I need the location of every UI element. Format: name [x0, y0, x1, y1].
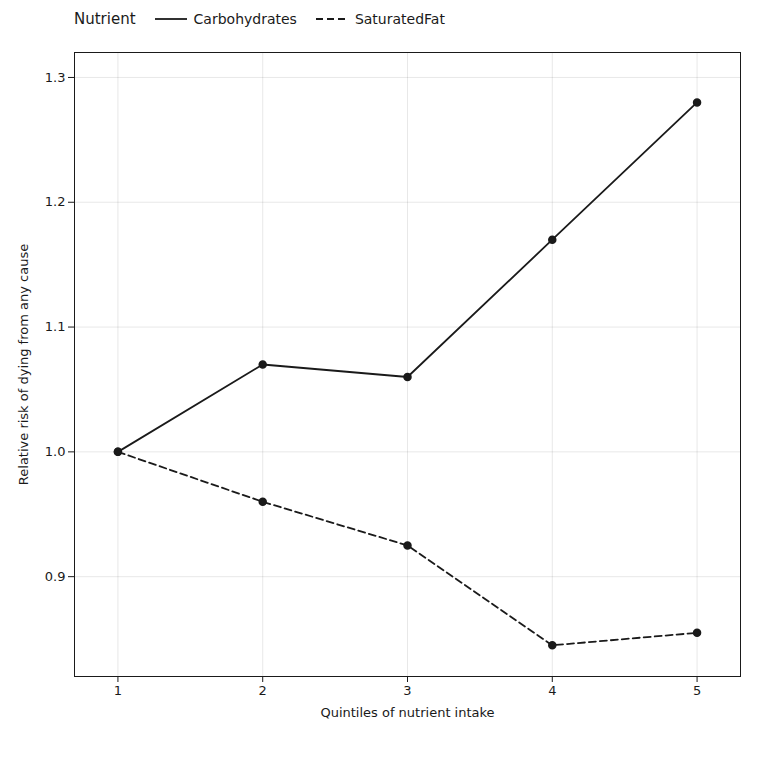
svg-text:1: 1	[114, 683, 122, 698]
svg-text:1.2: 1.2	[45, 194, 66, 209]
svg-text:1.0: 1.0	[45, 444, 66, 459]
svg-text:4: 4	[548, 683, 556, 698]
svg-text:Quintiles of nutrient intake: Quintiles of nutrient intake	[320, 705, 494, 720]
svg-text:0.9: 0.9	[45, 569, 66, 584]
svg-text:3: 3	[403, 683, 411, 698]
svg-text:5: 5	[693, 683, 701, 698]
html-text:Carbohydrates: Carbohydrates	[193, 11, 297, 27]
svg-text:Relative risk of dying from an: Relative risk of dying from any cause	[16, 244, 31, 485]
svg-text:2: 2	[259, 683, 267, 698]
html-text:SaturatedFat: SaturatedFat	[354, 11, 445, 27]
svg-text:1.1: 1.1	[45, 319, 66, 334]
html-text:Nutrient: Nutrient	[74, 10, 136, 28]
svg-text:1.3: 1.3	[45, 70, 66, 85]
